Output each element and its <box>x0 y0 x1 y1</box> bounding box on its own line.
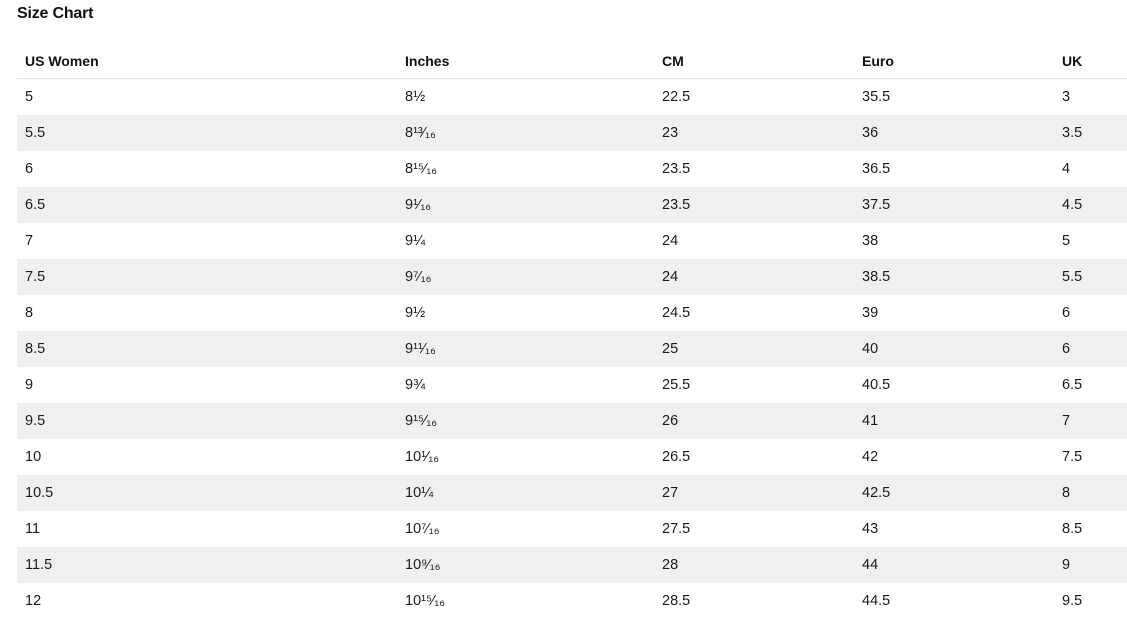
cell-euro: 42.5 <box>854 475 1054 511</box>
cell-us-women: 9.5 <box>17 403 397 439</box>
cell-cm: 23.5 <box>662 161 691 177</box>
cell-us-women: 9 <box>25 377 34 393</box>
cell-uk: 7 <box>1054 403 1127 439</box>
cell-us-women: 5.5 <box>17 115 397 151</box>
cell-inches: 9¾ <box>405 377 426 393</box>
cell-uk: 3 <box>1062 89 1071 105</box>
cell-uk: 4 <box>1062 161 1071 177</box>
cell-cm: 28 <box>654 547 854 583</box>
table-row: 12 10¹⁵⁄₁₆ 28.5 44.5 9.5 <box>17 583 1127 619</box>
cell-cm: 27.5 <box>662 521 691 537</box>
table-body: 5 8½ 22.5 35.5 3 5.5 8¹³⁄₁₆ 23 36 3.5 6 8¹⁵⁄₁₆ 23.5 3… <box>17 79 1127 620</box>
cell-us-women: 6 <box>25 161 34 177</box>
cell-inches: 10¹⁄₁₆ <box>405 449 440 465</box>
cell-euro: 44.5 <box>862 593 891 609</box>
cell-cm: 26 <box>654 403 854 439</box>
cell-uk: 7.5 <box>1062 449 1083 465</box>
cell-cm: 27 <box>654 475 854 511</box>
table-row: 9 9¾ 25.5 40.5 6.5 <box>17 367 1127 403</box>
cell-euro: 36.5 <box>862 161 891 177</box>
cell-euro: 35.5 <box>862 89 891 105</box>
cell-inches: 8¹⁵⁄₁₆ <box>405 161 438 177</box>
cell-cm: 22.5 <box>662 89 691 105</box>
table-row: 11.5 10⁹⁄₁₆ 28 44 9 <box>17 547 1127 583</box>
cell-inches: 10⁷⁄₁₆ <box>405 521 440 537</box>
cell-us-women: 8.5 <box>17 331 397 367</box>
table-row: 10.5 10¼ 27 42.5 8 <box>17 475 1127 511</box>
size-chart-table: US Women Inches CM Euro UK 5 8½ 22.5 35.5 3 5… <box>17 43 1127 619</box>
cell-us-women: 11.5 <box>17 547 397 583</box>
cell-inches: 8½ <box>405 89 426 105</box>
cell-euro: 38.5 <box>854 259 1054 295</box>
cell-inches: 9¹⁵⁄₁₆ <box>397 403 654 439</box>
table-row: 5 8½ 22.5 35.5 3 <box>17 79 1127 116</box>
cell-inches: 8¹³⁄₁₆ <box>397 115 654 151</box>
cell-inches: 9¼ <box>405 233 426 249</box>
table-header-row: US Women Inches CM Euro UK <box>17 43 1127 79</box>
table-row: 9.5 9¹⁵⁄₁₆ 26 41 7 <box>17 403 1127 439</box>
cell-us-women: 10 <box>25 449 42 465</box>
cell-cm: 25.5 <box>662 377 691 393</box>
cell-cm: 24.5 <box>662 305 691 321</box>
page-title: Size Chart <box>17 5 94 22</box>
column-header-us-women: US Women <box>17 43 397 79</box>
cell-euro: 41 <box>854 403 1054 439</box>
cell-uk: 6 <box>1054 331 1127 367</box>
cell-euro: 37.5 <box>854 187 1054 223</box>
column-header-cm: CM <box>654 43 854 79</box>
cell-inches: 10¹⁵⁄₁₆ <box>405 593 446 609</box>
cell-cm: 26.5 <box>662 449 691 465</box>
table-row: 11 10⁷⁄₁₆ 27.5 43 8.5 <box>17 511 1127 547</box>
column-header-euro: Euro <box>854 43 1054 79</box>
cell-uk: 8 <box>1054 475 1127 511</box>
cell-inches: 9⁷⁄₁₆ <box>397 259 654 295</box>
table-row: 6 8¹⁵⁄₁₆ 23.5 36.5 4 <box>17 151 1127 187</box>
cell-euro: 36 <box>854 115 1054 151</box>
cell-us-women: 11 <box>25 521 41 537</box>
cell-uk: 4.5 <box>1054 187 1127 223</box>
cell-euro: 40.5 <box>862 377 891 393</box>
cell-euro: 40 <box>854 331 1054 367</box>
column-header-uk: UK <box>1054 43 1127 79</box>
table-row: 6.5 9¹⁄₁₆ 23.5 37.5 4.5 <box>17 187 1127 223</box>
cell-inches: 10⁹⁄₁₆ <box>397 547 654 583</box>
cell-uk: 5 <box>1062 233 1071 249</box>
cell-us-women: 8 <box>25 305 34 321</box>
cell-euro: 43 <box>862 521 879 537</box>
table-row: 8 9½ 24.5 39 6 <box>17 295 1127 331</box>
cell-inches: 9¹⁄₁₆ <box>397 187 654 223</box>
cell-inches: 10¼ <box>397 475 654 511</box>
cell-us-women: 10.5 <box>17 475 397 511</box>
table-row: 7 9¼ 24 38 5 <box>17 223 1127 259</box>
table-row: 5.5 8¹³⁄₁₆ 23 36 3.5 <box>17 115 1127 151</box>
cell-inches: 9¹¹⁄₁₆ <box>397 331 654 367</box>
cell-inches: 9½ <box>405 305 426 321</box>
cell-uk: 3.5 <box>1054 115 1127 151</box>
cell-cm: 23 <box>654 115 854 151</box>
cell-euro: 44 <box>854 547 1054 583</box>
cell-euro: 38 <box>862 233 879 249</box>
table-row: 10 10¹⁄₁₆ 26.5 42 7.5 <box>17 439 1127 475</box>
cell-us-women: 5 <box>25 89 34 105</box>
cell-cm: 24 <box>662 233 679 249</box>
cell-us-women: 6.5 <box>17 187 397 223</box>
table-row: 8.5 9¹¹⁄₁₆ 25 40 6 <box>17 331 1127 367</box>
cell-us-women: 7.5 <box>17 259 397 295</box>
column-header-inches: Inches <box>397 43 654 79</box>
cell-uk: 6 <box>1062 305 1071 321</box>
cell-cm: 23.5 <box>654 187 854 223</box>
cell-euro: 42 <box>862 449 879 465</box>
cell-euro: 39 <box>862 305 879 321</box>
cell-uk: 5.5 <box>1054 259 1127 295</box>
cell-uk: 8.5 <box>1062 521 1083 537</box>
cell-cm: 25 <box>654 331 854 367</box>
cell-uk: 6.5 <box>1062 377 1083 393</box>
table-row: 7.5 9⁷⁄₁₆ 24 38.5 5.5 <box>17 259 1127 295</box>
cell-us-women: 12 <box>25 593 42 609</box>
cell-uk: 9 <box>1054 547 1127 583</box>
cell-cm: 28.5 <box>662 593 691 609</box>
cell-cm: 24 <box>654 259 854 295</box>
cell-us-women: 7 <box>25 233 34 249</box>
cell-uk: 9.5 <box>1062 593 1083 609</box>
